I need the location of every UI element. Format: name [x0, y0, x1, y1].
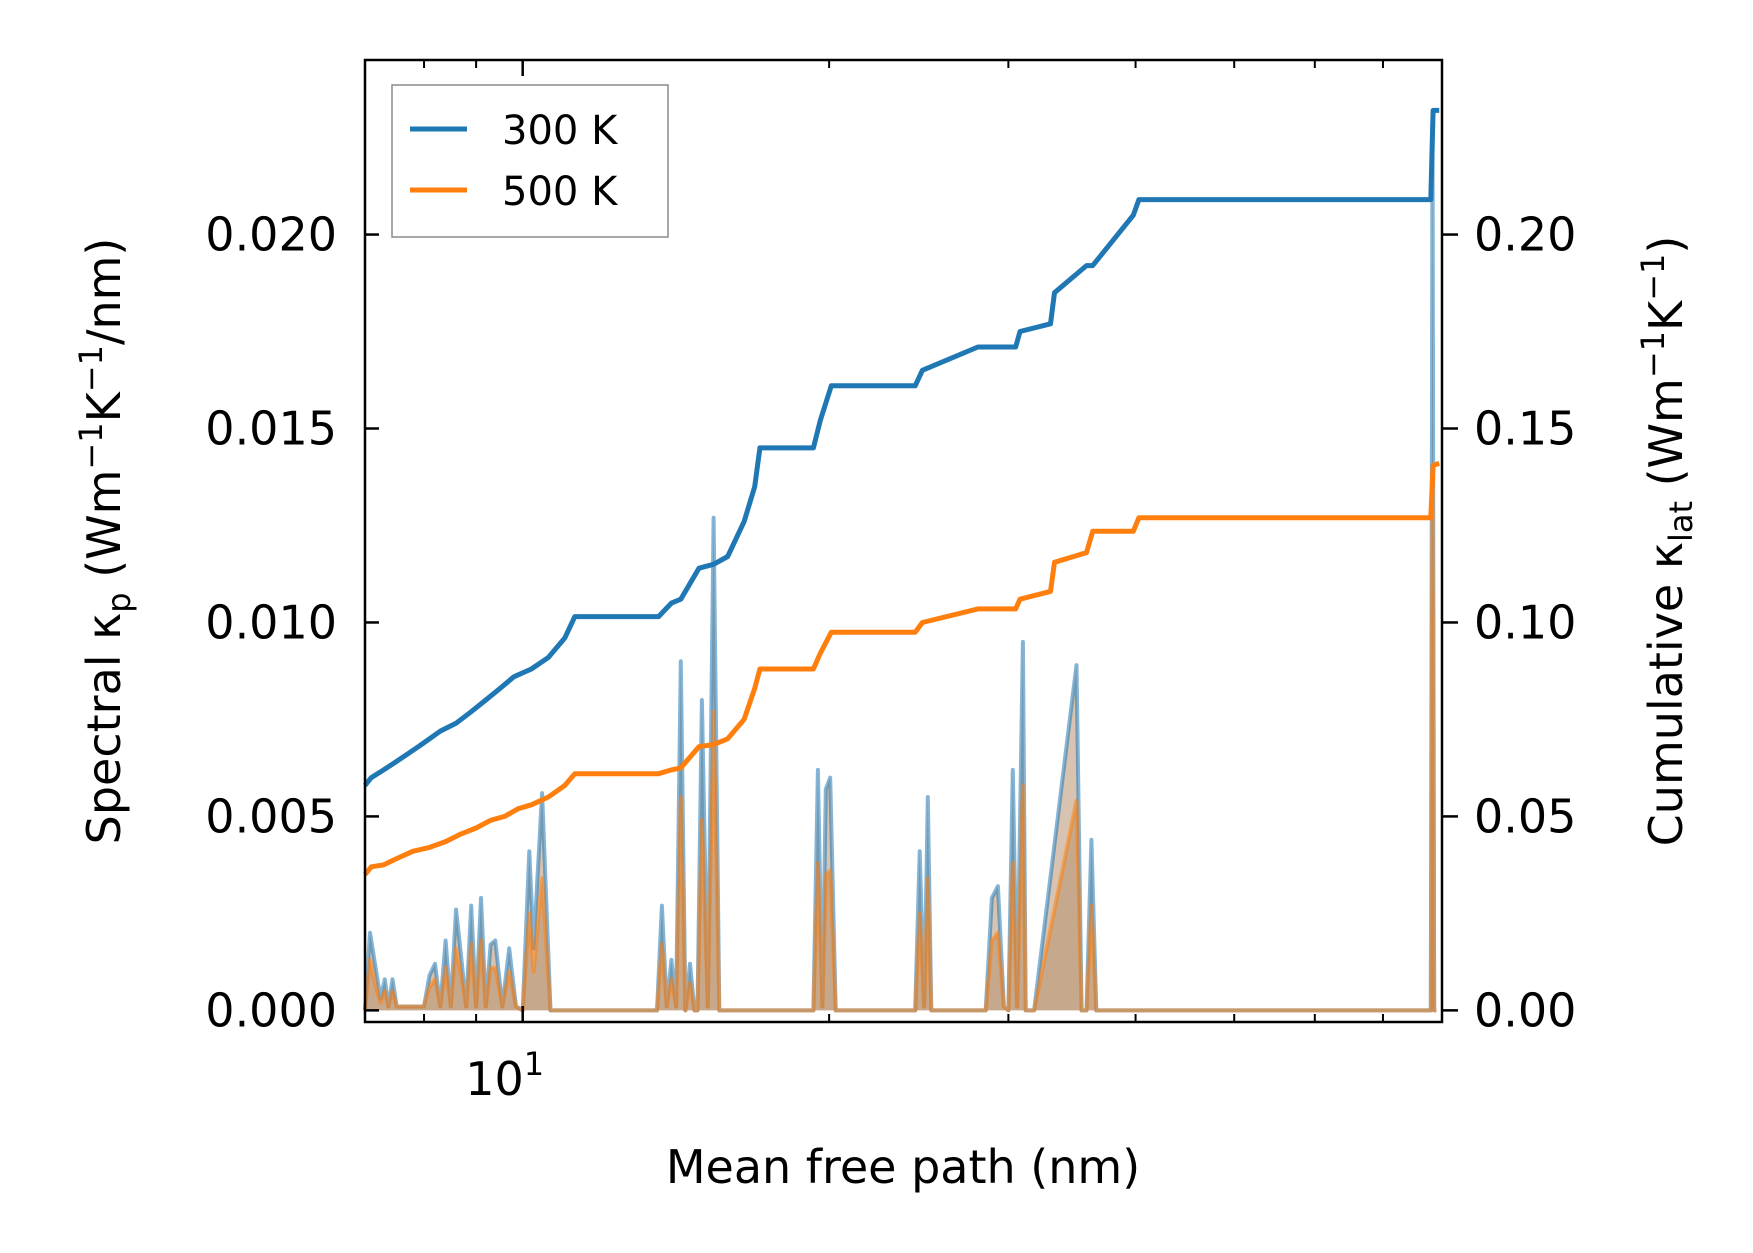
cumulative-line-300k — [363, 107, 1440, 787]
spectral-line-500k — [363, 465, 1437, 1013]
legend-box — [391, 84, 669, 238]
left-axis-title-main: Spectral κ — [77, 613, 131, 845]
right-axis-title-unit1: (Wm — [1639, 378, 1693, 501]
left-axis-title-sub: p — [100, 592, 138, 612]
cumulative-line-500k — [363, 461, 1440, 877]
right-y-tick-label: 0.10 — [1474, 595, 1576, 649]
plot-frame — [363, 58, 1444, 1024]
left-axis-title-unit3: /nm) — [77, 238, 131, 345]
left-axis-title-sup1: −1 — [72, 422, 110, 469]
right-axis-title-main: Cumulative κ — [1639, 542, 1693, 846]
right-axis-title-sup1: −1 — [1634, 331, 1672, 378]
legend-label-300k: 300 K — [502, 108, 619, 154]
x-axis-title: Mean free path (nm) — [666, 1140, 1140, 1194]
left-axis-title-unit2: K — [77, 390, 131, 422]
x-tick-label-base: 10 — [465, 1052, 524, 1106]
left-axis-title-unit1: (Wm — [77, 470, 131, 593]
right-y-tick-label: 0.00 — [1474, 983, 1576, 1037]
right-y-tick-label: 0.20 — [1474, 208, 1576, 262]
right-axis-title-unit2: K — [1639, 299, 1693, 331]
left-y-tick-label: 0.000 — [205, 983, 337, 1037]
right-axis-title-sub: lat — [1662, 501, 1700, 542]
right-axis-title-sup2: −1 — [1634, 254, 1672, 301]
left-y-tick-label: 0.020 — [205, 208, 337, 262]
x-tick-label: 101 — [465, 1045, 544, 1106]
right-y-tick-label: 0.05 — [1474, 789, 1576, 843]
legend-label-500k: 500 K — [502, 169, 619, 215]
tick-labels: 0.000 0.005 0.010 0.015 0.020 0.00 0.05 0.10 0.1… — [205, 208, 1576, 1106]
left-y-tick-label: 0.005 — [205, 789, 337, 843]
left-y-tick-label: 0.015 — [205, 402, 337, 456]
legend: 300 K 500 K — [391, 84, 669, 238]
right-axis-title: Cumulative κlat (Wm−1K−1) — [1634, 236, 1700, 847]
right-y-tick-label: 0.15 — [1474, 402, 1576, 456]
left-axis-title: Spectral κp (Wm−1K−1/nm) — [72, 238, 138, 845]
axis-ticks — [364, 60, 1458, 1022]
right-axis-title-unit3: ) — [1639, 236, 1693, 254]
x-tick-label-exponent: 1 — [524, 1045, 544, 1083]
plot-area — [363, 107, 1440, 1013]
left-axis-title-sup2: −1 — [72, 345, 110, 392]
left-y-tick-label: 0.010 — [205, 595, 337, 649]
